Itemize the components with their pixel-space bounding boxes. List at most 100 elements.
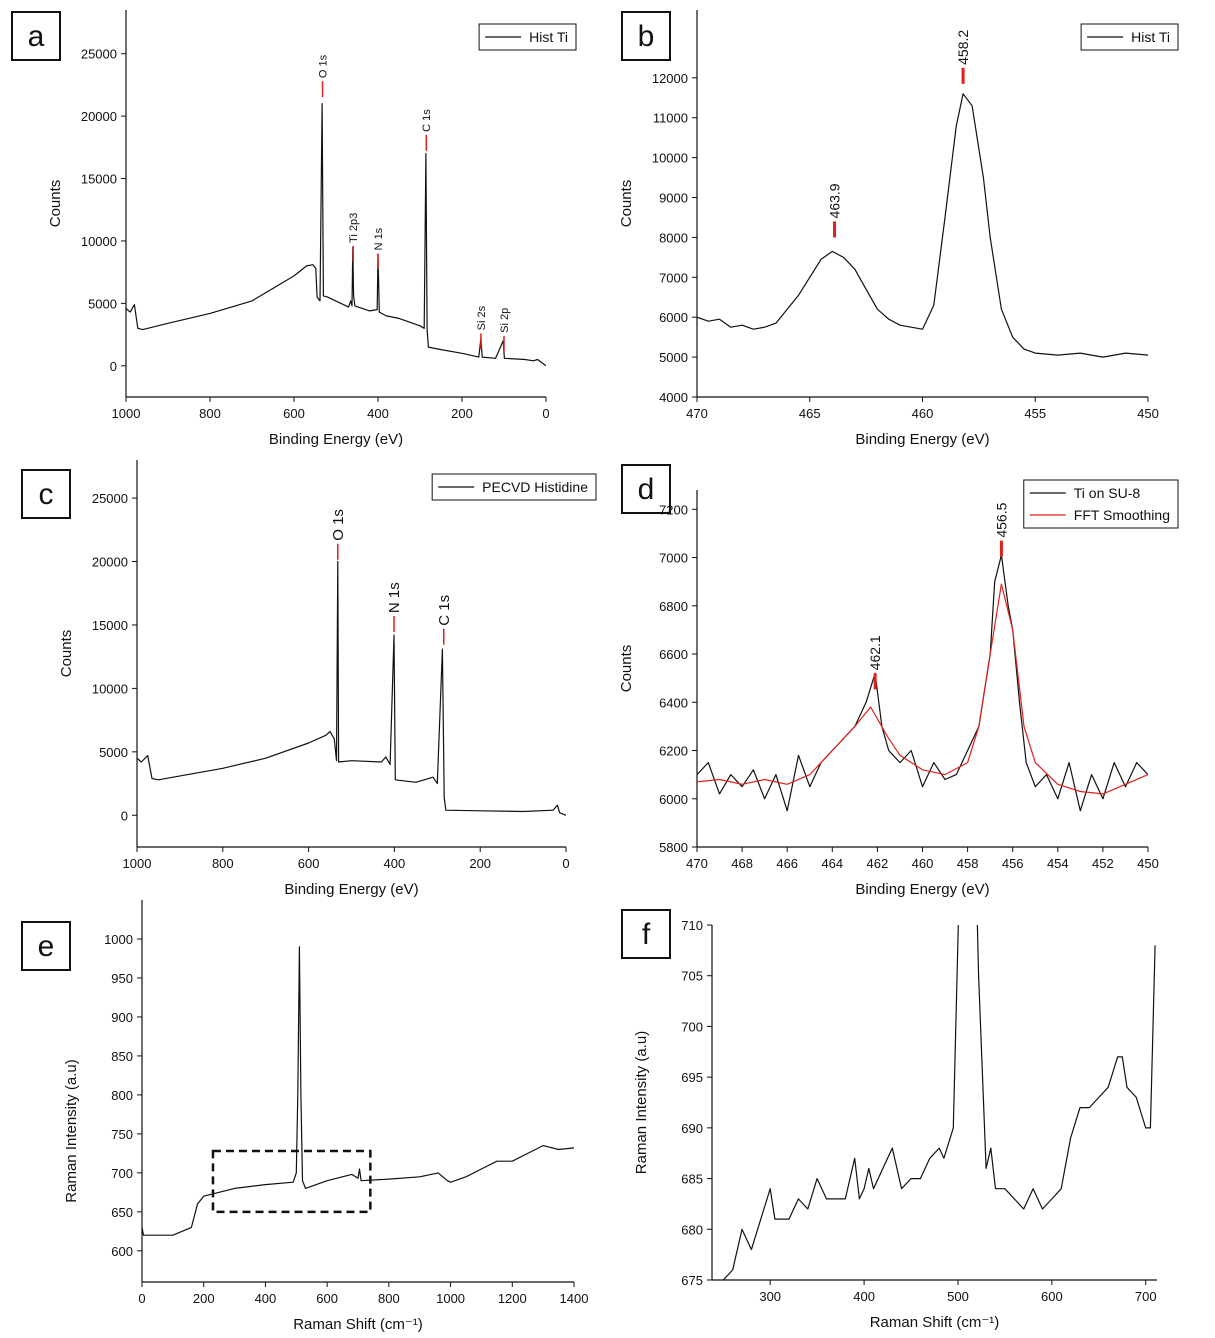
x-tick-label: 0	[138, 1291, 145, 1306]
plot-area	[142, 946, 574, 1236]
y-tick-label: 900	[111, 1010, 133, 1025]
panel-letter-box	[621, 11, 671, 61]
y-tick-label: 15000	[81, 172, 117, 187]
legend-label: PECVD Histidine	[482, 479, 588, 495]
y-tick-label: 20000	[92, 555, 128, 570]
x-tick-label: 458	[957, 856, 979, 871]
x-tick-label: 1000	[436, 1291, 465, 1306]
y-tick-label: 6000	[659, 792, 688, 807]
x-tick-label: 200	[469, 856, 491, 871]
x-tick-label: 450	[1137, 406, 1159, 421]
x-tick-label: 465	[799, 406, 821, 421]
y-tick-label: 685	[681, 1172, 703, 1187]
x-tick-label: 600	[316, 1291, 338, 1306]
y-tick-label: 8000	[659, 230, 688, 245]
y-tick-label: 12000	[652, 71, 688, 86]
x-axis-label: Raman Shift (cm⁻¹)	[870, 1314, 1000, 1331]
y-tick-label: 600	[111, 1244, 133, 1259]
x-tick-label: 400	[367, 406, 389, 421]
x-tick-label: 1200	[498, 1291, 527, 1306]
y-tick-label: 25000	[81, 47, 117, 62]
y-tick-label: 680	[681, 1222, 703, 1237]
legend: Ti on SU-8 FFT Smoothing	[1023, 479, 1179, 529]
legend-box	[431, 473, 597, 501]
y-tick-label: 950	[111, 971, 133, 986]
panel-letter-box	[621, 909, 671, 959]
y-tick-label: 5800	[659, 840, 688, 855]
y-tick-label: 695	[681, 1070, 703, 1085]
peak-label: N 1s	[373, 227, 385, 250]
panel-letter-box	[621, 464, 671, 514]
x-tick-label: 1000	[123, 856, 152, 871]
panel: c 0 5000 10000 15000 20000 25000 1000 800 600 400 2…	[21, 460, 597, 898]
panel-letter: d	[638, 473, 655, 506]
y-tick-label: 5000	[659, 350, 688, 365]
y-tick-label: 6600	[659, 647, 688, 662]
x-tick-label: 464	[821, 856, 843, 871]
x-tick-label: 452	[1092, 856, 1114, 871]
y-tick-label: 7200	[659, 502, 688, 517]
y-tick-label: 710	[681, 918, 703, 933]
x-tick-label: 600	[283, 406, 305, 421]
plot-area	[722, 925, 1156, 1280]
panel-letter: b	[638, 20, 655, 53]
y-tick-label: 10000	[81, 234, 117, 249]
y-tick-label: 0	[110, 359, 117, 374]
x-tick-label: 800	[212, 856, 234, 871]
peak-label: O 1s	[330, 509, 347, 541]
peak-label: 458.2	[955, 30, 971, 65]
panel-letter-box	[21, 469, 71, 519]
panel: d 5800 6000 6200 6400 6600 6800 7000 7200 470 468 4…	[618, 464, 1179, 898]
y-tick-label: 6000	[659, 310, 688, 325]
legend-label: Hist Ti	[529, 29, 568, 45]
y-tick-label: 6800	[659, 599, 688, 614]
panel-letter: a	[28, 20, 45, 53]
series-line	[137, 560, 566, 816]
x-axis-label: Raman Shift (cm⁻¹)	[293, 1316, 423, 1333]
x-tick-label: 800	[199, 406, 221, 421]
y-tick-label: 5000	[88, 296, 117, 311]
y-tick-label: 690	[681, 1121, 703, 1136]
x-tick-label: 1000	[112, 406, 141, 421]
panel-letter: f	[642, 918, 651, 951]
plot-area	[697, 93, 1148, 358]
y-tick-label: 705	[681, 969, 703, 984]
y-tick-label: 675	[681, 1273, 703, 1288]
y-tick-label: 25000	[92, 491, 128, 506]
x-tick-label: 454	[1047, 856, 1069, 871]
x-tick-label: 200	[193, 1291, 215, 1306]
series-line	[722, 925, 1156, 1280]
panel: e 600 650 700 750 800 850 900 950 1000 0 200 400 600 8…	[21, 900, 589, 1333]
panel-letter-box	[11, 11, 61, 61]
y-axis-label: Raman Intensity (a.u)	[63, 1059, 80, 1202]
x-tick-label: 470	[686, 406, 708, 421]
panel: a 0 5000 10000 15000 20000 25000 1000 800 600 400 2…	[11, 10, 577, 448]
series-line	[697, 583, 1148, 795]
panel: b 4000 5000 6000 7000 8000 9000 10000 11000 12000…	[618, 10, 1179, 448]
x-tick-label: 700	[1135, 1289, 1157, 1304]
panel-letter-box	[21, 921, 71, 971]
series-line	[697, 554, 1148, 812]
y-tick-label: 700	[681, 1019, 703, 1034]
x-tick-label: 400	[853, 1289, 875, 1304]
x-tick-label: 300	[759, 1289, 781, 1304]
x-tick-label: 400	[255, 1291, 277, 1306]
legend-label: FFT Smoothing	[1074, 507, 1170, 523]
y-axis-label: Counts	[618, 645, 635, 693]
x-tick-label: 600	[298, 856, 320, 871]
plot-area	[697, 554, 1148, 812]
legend-box	[1023, 479, 1179, 529]
x-tick-label: 455	[1024, 406, 1046, 421]
panel: f 675 680 685 690 695 700 705 710 300 400 500 600 700…	[621, 909, 1157, 1331]
highlight-box	[211, 1149, 372, 1214]
peak-label: 463.9	[826, 183, 842, 218]
x-tick-label: 200	[451, 406, 473, 421]
x-tick-label: 1400	[560, 1291, 589, 1306]
y-tick-label: 1000	[104, 932, 133, 947]
y-tick-label: 9000	[659, 191, 688, 206]
x-tick-label: 800	[378, 1291, 400, 1306]
y-tick-label: 750	[111, 1127, 133, 1142]
x-tick-label: 0	[562, 856, 569, 871]
x-axis-label: Binding Energy (eV)	[855, 431, 989, 448]
x-tick-label: 500	[947, 1289, 969, 1304]
